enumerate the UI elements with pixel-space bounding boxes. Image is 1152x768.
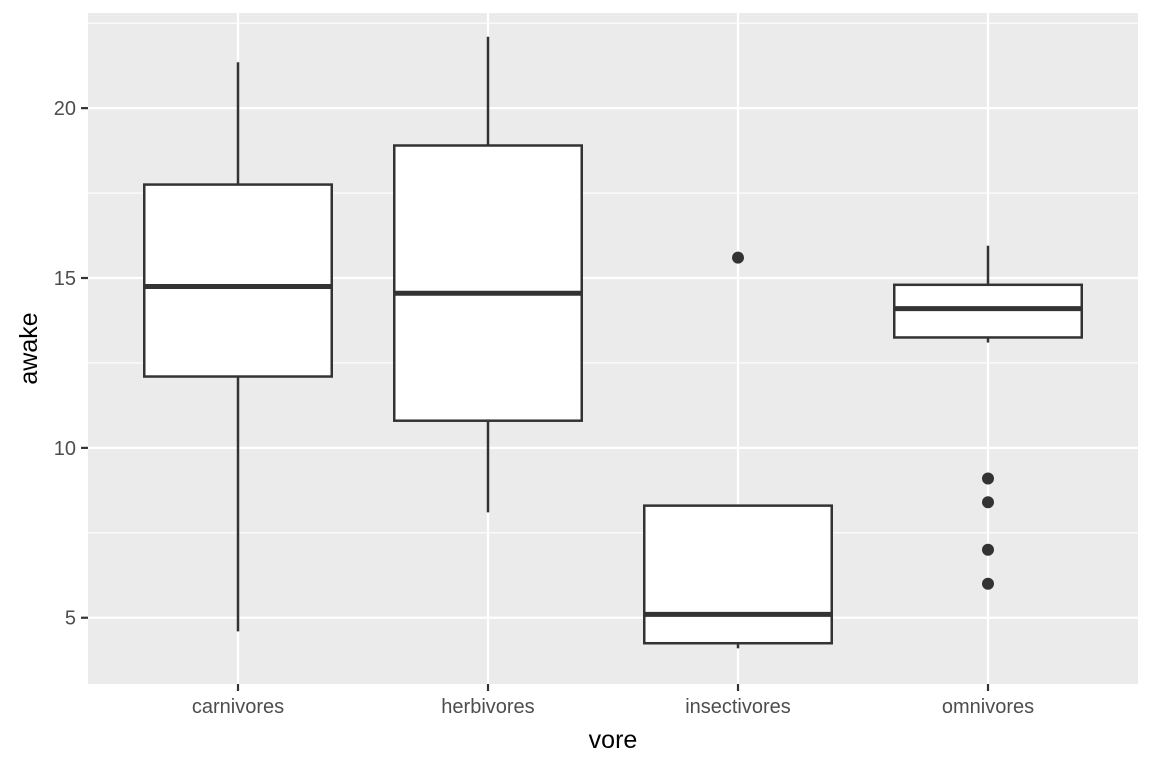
x-tick-label: carnivores [192,696,284,718]
outlier-point [982,577,994,590]
outlier-point [982,472,994,485]
box-iqr [643,504,833,645]
y-tick-label: 15 [54,268,76,290]
box-iqr [893,283,1083,339]
x-tick-label: insectivores [685,696,791,718]
y-tick-label: 10 [54,438,76,460]
outlier-point [732,251,744,264]
x-tick-label: omnivores [942,696,1034,718]
y-axis-title: awake [15,312,43,384]
outlier-point [982,543,994,556]
box-iqr [143,183,333,378]
y-tick-label: 20 [54,98,76,120]
x-tick-label: herbivores [441,696,534,718]
box-iqr [393,144,583,422]
box-carnivores [143,62,333,632]
outlier-point [982,496,994,509]
box-insectivores [643,251,833,649]
boxes [143,36,1083,649]
box-omnivores [893,245,1083,590]
y-tick-label: 5 [65,608,76,630]
axes: 5 10 15 20 carnivores herbivores insectivores o… [54,98,1034,718]
x-axis-title: vore [589,726,638,754]
box-herbivores [393,36,583,513]
